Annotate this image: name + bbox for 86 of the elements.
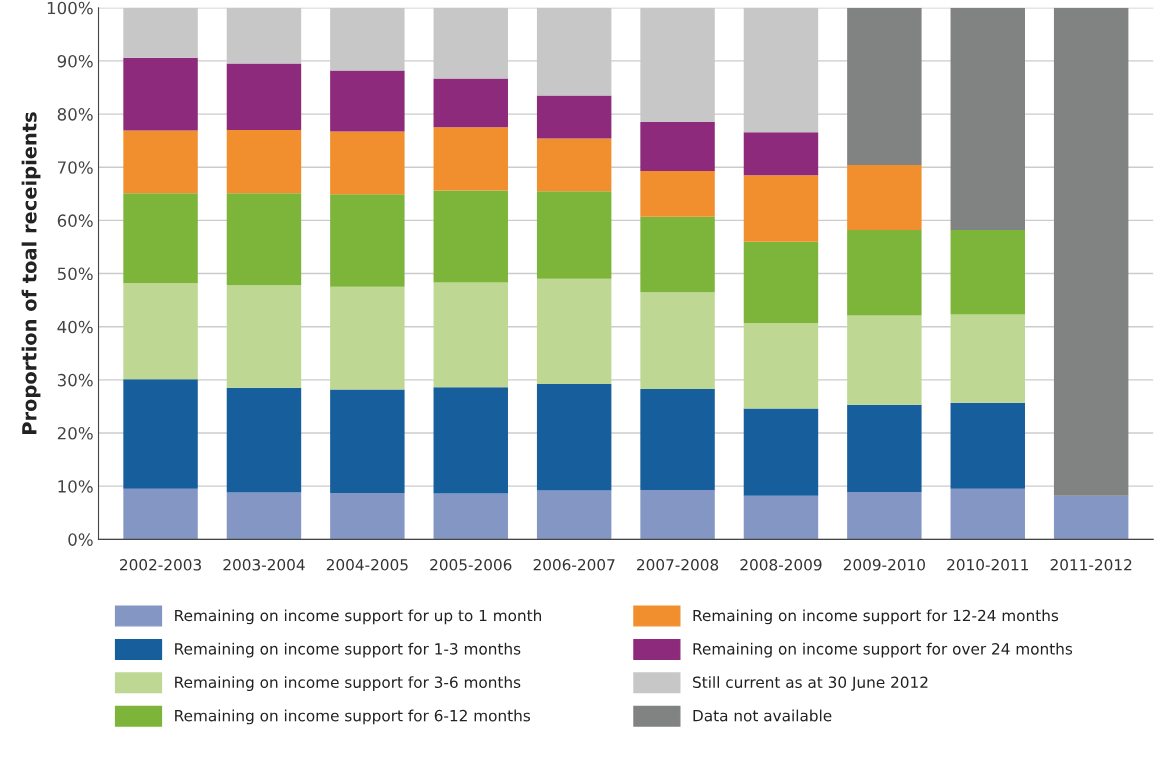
bar xyxy=(226,193,302,286)
bar xyxy=(640,489,715,540)
bar xyxy=(433,282,508,388)
bar xyxy=(226,63,302,131)
legend-label: Remaining on income support for 6-12 months xyxy=(175,709,531,725)
bar xyxy=(847,315,922,405)
x-tick-label: 2004-2005 xyxy=(326,559,408,571)
x-tick-label: 2008-2009 xyxy=(740,559,822,571)
bar xyxy=(640,170,715,217)
x-tick-label: 2011-2012 xyxy=(1050,559,1132,571)
bar xyxy=(847,404,922,493)
bar xyxy=(123,130,198,194)
x-tick-label: 2003-2004 xyxy=(223,559,305,571)
x-tick-label: 2010-2011 xyxy=(947,559,1028,571)
bar xyxy=(847,7,922,166)
y-tick-label: 80% xyxy=(57,108,93,121)
bar xyxy=(433,493,508,540)
bar xyxy=(123,283,198,380)
bar xyxy=(950,488,1025,540)
legend-label: Data not available xyxy=(693,709,832,722)
bar xyxy=(640,388,715,490)
y-tick-label: 60% xyxy=(57,214,93,227)
bar xyxy=(847,492,922,540)
bar xyxy=(226,492,302,540)
legend-label: Remaining on income support for up to 1 month xyxy=(175,609,542,625)
legend-label: Remaining on income support for 12-24 months xyxy=(693,609,1059,625)
bar xyxy=(950,314,1025,403)
bar xyxy=(226,285,302,388)
legend-label: Remaining on income support for over 24 months xyxy=(693,642,1073,658)
y-tick-label: 20% xyxy=(57,426,93,440)
bar xyxy=(433,190,508,283)
bar xyxy=(536,138,612,192)
bar xyxy=(123,193,198,284)
legend-label: Still current as at 30 June 2012 xyxy=(693,676,928,691)
x-tick-label: 2002-2003 xyxy=(120,559,201,571)
bar xyxy=(536,384,612,491)
bar xyxy=(1053,7,1129,496)
y-tick-label: 100% xyxy=(47,1,93,15)
bar xyxy=(743,322,819,409)
bar xyxy=(950,229,1025,315)
y-tick-label: 0% xyxy=(68,533,93,546)
bar xyxy=(330,194,405,287)
bar xyxy=(226,130,302,194)
bar xyxy=(640,292,715,389)
bar xyxy=(1053,495,1129,540)
bar xyxy=(950,7,1025,230)
bar xyxy=(950,402,1025,489)
bar xyxy=(433,78,508,128)
y-tick-label: 10% xyxy=(58,480,93,493)
bar xyxy=(847,165,922,230)
x-tick-label: 2009-2010 xyxy=(843,559,925,571)
bar xyxy=(330,493,405,540)
bar xyxy=(330,389,405,494)
bar xyxy=(536,490,612,540)
bar xyxy=(433,127,508,191)
bar xyxy=(123,488,198,540)
bar xyxy=(743,408,819,496)
legend-label: Remaining on income support for 3-6 months xyxy=(175,676,521,691)
bar xyxy=(847,229,922,316)
bar xyxy=(743,495,819,540)
y-tick-label: 90% xyxy=(57,54,93,68)
y-axis-title: Proportion of toal receipients xyxy=(21,112,41,434)
bar xyxy=(536,191,612,279)
y-tick-label: 50% xyxy=(57,267,93,281)
bar xyxy=(226,387,302,493)
bar xyxy=(743,132,819,176)
y-tick-label: 30% xyxy=(57,373,93,387)
bar xyxy=(743,241,819,323)
y-tick-label: 70% xyxy=(57,161,93,174)
bar xyxy=(536,278,612,385)
bar xyxy=(123,7,198,58)
bar xyxy=(433,387,508,494)
legend-label: Remaining on income support for 1-3 months xyxy=(175,642,521,658)
bar xyxy=(123,379,198,489)
bar xyxy=(330,131,405,195)
bar xyxy=(536,95,612,139)
bar xyxy=(330,70,405,132)
bar xyxy=(743,175,819,242)
y-tick-label: 40% xyxy=(57,320,93,334)
bar xyxy=(330,286,405,390)
x-tick-label: 2005-2006 xyxy=(430,559,512,571)
x-tick-label: 2007-2008 xyxy=(637,559,719,571)
bar xyxy=(640,216,715,293)
x-tick-label: 2006-2007 xyxy=(533,559,615,571)
bar xyxy=(123,57,198,131)
bar xyxy=(640,122,715,171)
